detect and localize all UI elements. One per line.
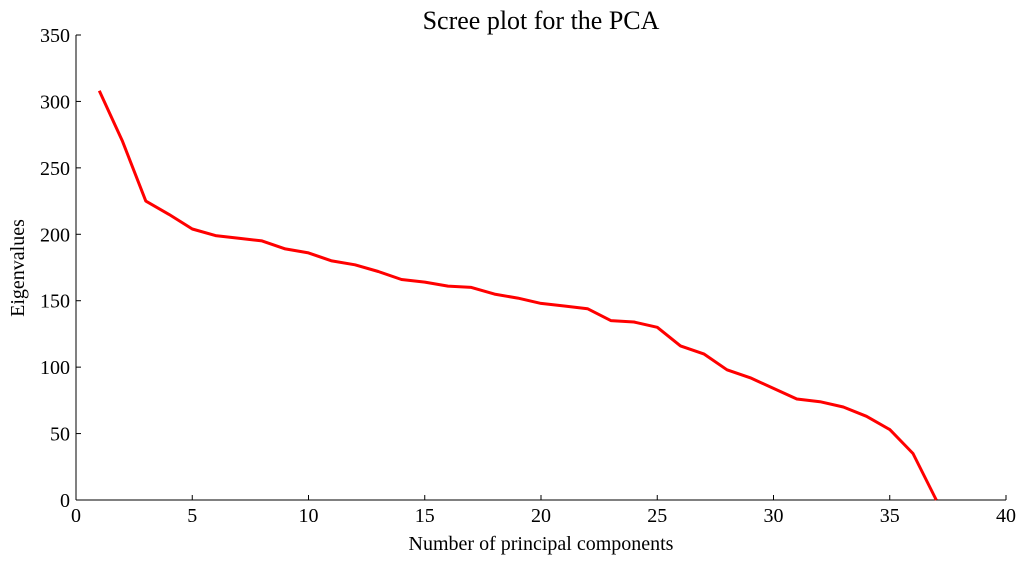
y-tick-label: 300 — [40, 91, 70, 113]
y-tick-label: 50 — [50, 424, 70, 446]
data-series — [97, 90, 938, 501]
x-tick-label: 15 — [415, 505, 435, 527]
x-tick-label: 5 — [187, 505, 197, 527]
x-tick-label: 35 — [880, 505, 900, 527]
x-tick-label: 20 — [531, 505, 551, 527]
x-tick-label: 30 — [764, 505, 784, 527]
x-tick-label: 0 — [71, 505, 81, 527]
eigenvalue-line — [97, 90, 938, 501]
y-tick-label: 0 — [60, 490, 70, 512]
axis-ticks: 0 5 10 15 20 25 30 35 40 0 50 100 150 200 250 300 350 — [40, 25, 1016, 527]
chart-title: Scree plot for the PCA — [423, 6, 660, 35]
y-axis-label: Eigenvalues — [7, 219, 29, 317]
y-tick-label: 100 — [40, 357, 70, 379]
x-axis-label: Number of principal components — [409, 533, 674, 555]
y-tick-label: 200 — [40, 224, 70, 246]
x-tick-label: 40 — [996, 505, 1016, 527]
x-tick-label: 10 — [299, 505, 319, 527]
y-tick-label: 250 — [40, 158, 70, 180]
y-tick-label: 150 — [40, 291, 70, 313]
y-tick-label: 350 — [40, 25, 70, 47]
plot-axes — [75, 35, 1006, 501]
x-tick-label: 25 — [647, 505, 667, 527]
